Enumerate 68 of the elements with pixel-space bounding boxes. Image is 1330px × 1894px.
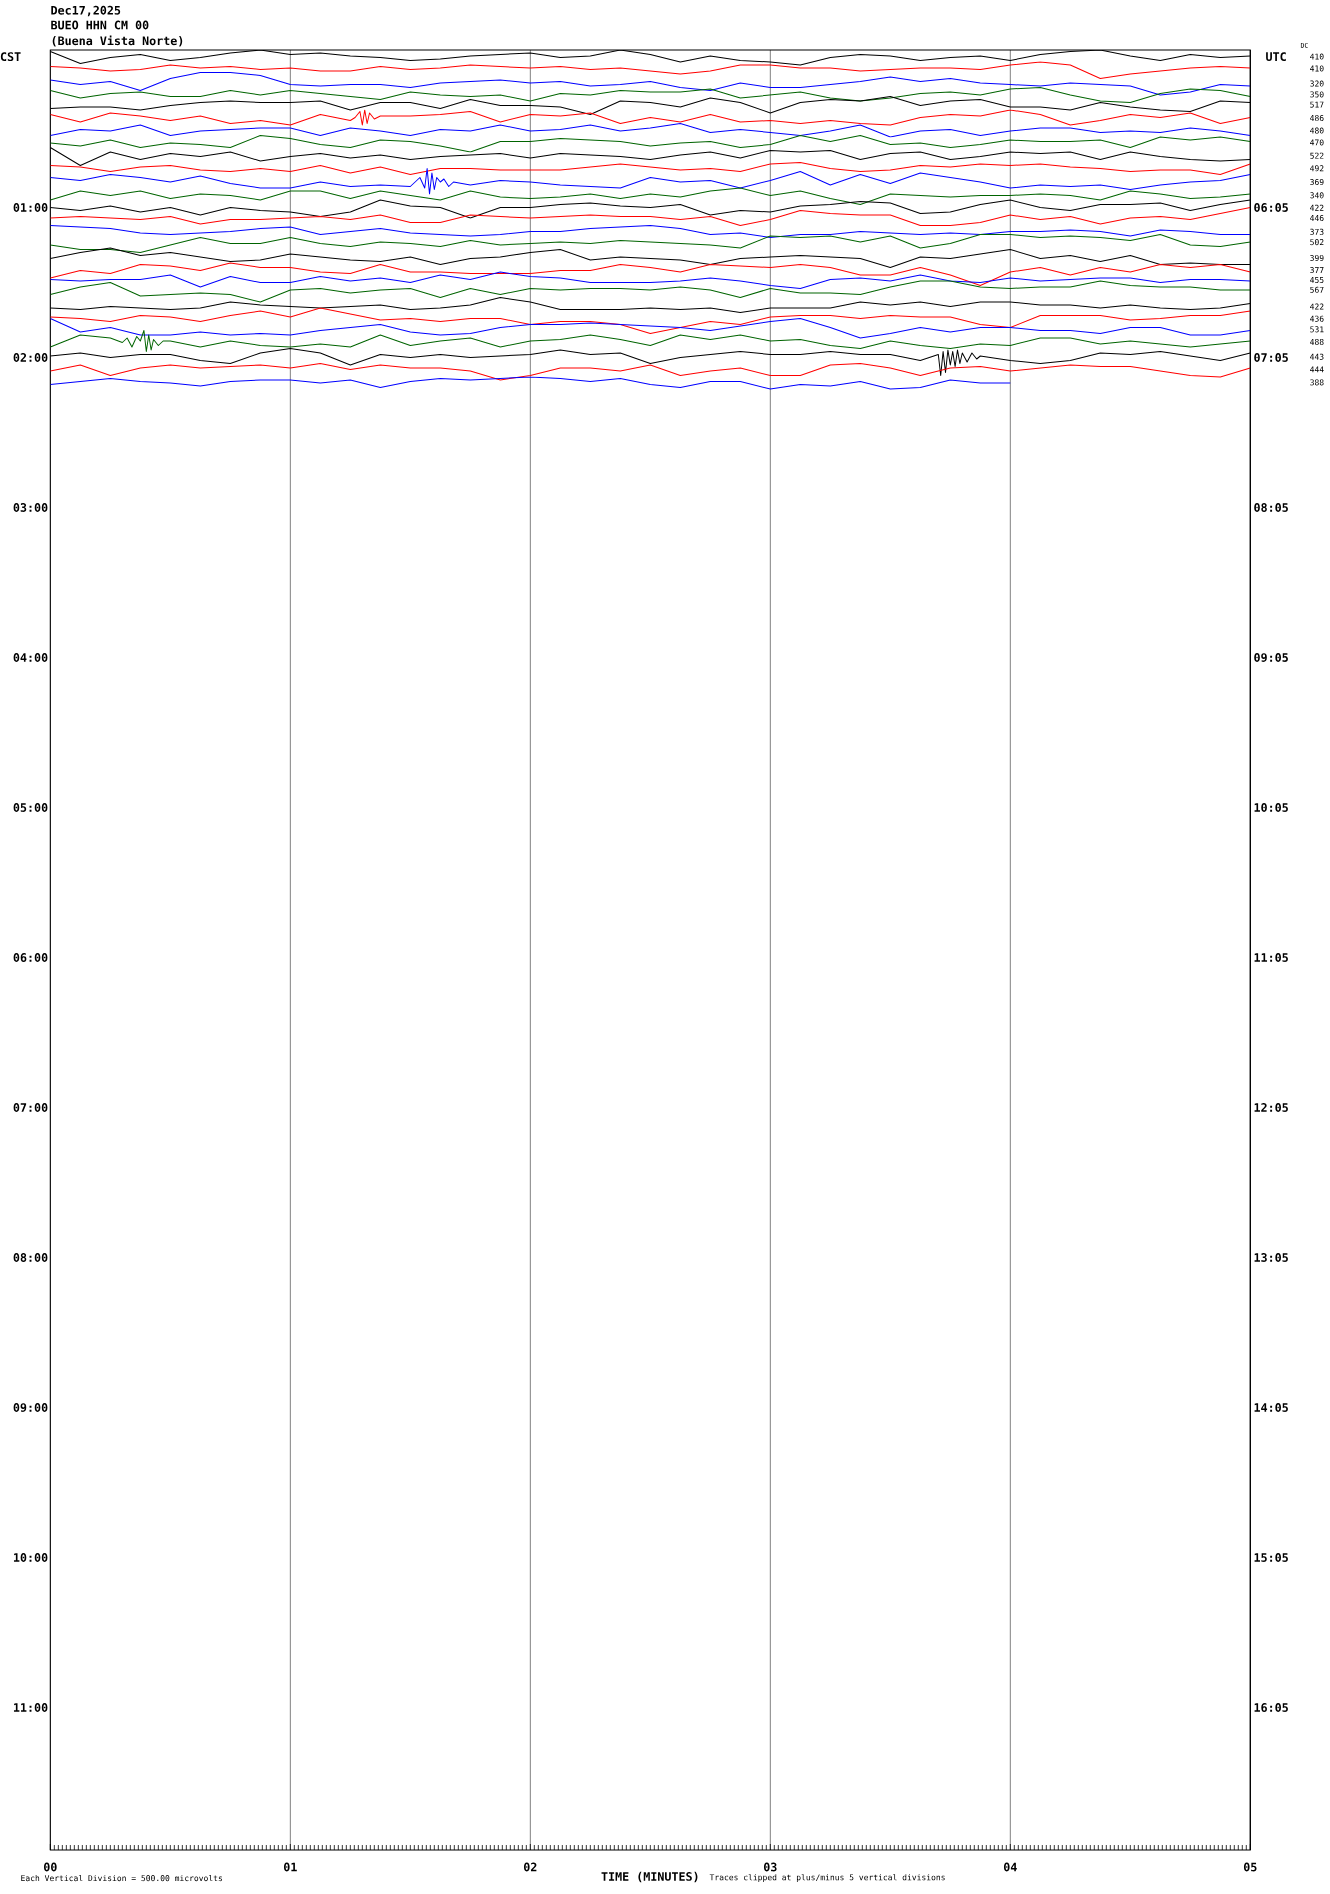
text: 377 (1310, 266, 1324, 274)
text: 422 (1309, 303, 1324, 310)
x-tick-label: 02 (523, 1862, 537, 1872)
y-axis-title: CST (0, 52, 21, 62)
text: 486 (1309, 115, 1324, 122)
text: 446 (1309, 214, 1324, 222)
text: 502 (1310, 239, 1324, 246)
y-tick-label: 10:00 (13, 1553, 48, 1562)
y-tick-label: 01:00 (13, 203, 48, 212)
x-tick-label: 03 (763, 1862, 777, 1872)
y2-tick-label: 08:05 (1254, 503, 1288, 512)
text: 369 (1310, 179, 1324, 186)
line-series (50, 168, 1251, 195)
y-tick-label: 09:00 (13, 1403, 48, 1412)
text: 488 (1309, 338, 1324, 346)
line-series (50, 187, 1251, 205)
y-tick-label: 03:00 (13, 503, 48, 512)
y-tick-label: 06:00 (13, 953, 48, 962)
text: 340 (1310, 192, 1324, 199)
text: 388 (1310, 379, 1324, 386)
text: 444 (1309, 366, 1324, 373)
x-tick-label: 05 (1243, 1862, 1257, 1872)
y2-axis-title: UTC (1265, 52, 1286, 62)
y-tick-label: 04:00 (13, 653, 48, 662)
text: 436 (1309, 315, 1324, 322)
y2-tick-label: 11:05 (1254, 953, 1288, 962)
y2-tick-label: 09:05 (1254, 653, 1288, 662)
text: 517 (1310, 101, 1324, 108)
text: 443 (1309, 353, 1324, 360)
text: 455 (1309, 276, 1324, 283)
y2-tick-label: 06:05 (1254, 203, 1288, 212)
y2-tick-label: 16:05 (1254, 1703, 1288, 1712)
y-tick-label: 05:00 (13, 803, 48, 812)
text: 480 (1309, 127, 1324, 134)
line-series (50, 135, 1251, 153)
x-tick-label: 01 (283, 1862, 297, 1872)
text: 470 (1309, 139, 1324, 146)
chart-subtitle: BUEO HHN CM 00 (51, 20, 149, 30)
line-series (50, 109, 1251, 126)
x-tick-label: 00 (43, 1862, 57, 1872)
y-tick-label: 11:00 (13, 1703, 48, 1712)
line-series (50, 123, 1251, 138)
y2-tick-label: 13:05 (1254, 1253, 1288, 1262)
text: 410 (1309, 65, 1324, 72)
y2-tick-label: 07:05 (1254, 353, 1288, 362)
y-tick-label: 02:00 (13, 353, 48, 362)
y2-tick-label: 15:05 (1254, 1553, 1288, 1562)
text: 373 (1310, 228, 1324, 235)
x-tick-label: 04 (1003, 1862, 1017, 1872)
x-axis-title: TIME (MINUTES) (601, 1871, 698, 1883)
text: Traces clipped at plus/minus 5 vertical divisions (709, 1874, 945, 1882)
text: 350 (1310, 91, 1324, 98)
text: 522 (1310, 152, 1324, 159)
y2-tick-label: 14:05 (1254, 1403, 1288, 1412)
text: 399 (1310, 254, 1324, 262)
text: 410 (1309, 53, 1324, 60)
y-tick-label: 08:00 (13, 1253, 48, 1262)
text: 492 (1309, 165, 1324, 172)
text: (Buena Vista Norte) (52, 35, 183, 47)
text: 567 (1310, 286, 1324, 293)
text: 320 (1310, 80, 1324, 87)
text: 531 (1310, 326, 1324, 333)
y2-tick-label: 10:05 (1254, 803, 1288, 812)
text: Each Vertical Division = 500.00 microvolts (21, 1874, 222, 1882)
y-tick-label: 07:00 (13, 1103, 48, 1112)
text: 422 (1309, 204, 1324, 211)
chart-title: Dec17,2025 (51, 5, 121, 17)
y2-tick-label: 12:05 (1254, 1103, 1288, 1112)
